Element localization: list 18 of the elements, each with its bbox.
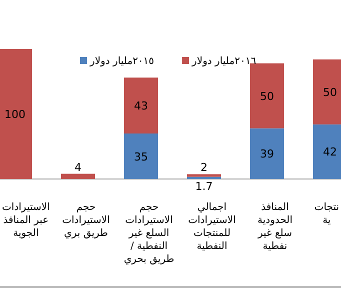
data-label: 2 — [200, 161, 208, 174]
x-tick-label: الاستيرادات عبر المنافذ الجوية — [2, 202, 50, 239]
data-label: 39 — [260, 148, 274, 161]
x-tick-label: اجمالي الاستيرادات للمنتجات النفطية — [188, 202, 236, 252]
data-label: 4 — [74, 160, 82, 174]
data-label: 100 — [4, 108, 26, 121]
data-label: 1.7 — [195, 180, 213, 193]
data-label: 43 — [134, 100, 148, 113]
data-label: 50 — [260, 90, 274, 103]
data-label: 50 — [323, 86, 337, 99]
x-tick-label: حجم الاستيرادات السلع غير النفطية / طريق بحري — [124, 202, 174, 265]
x-tick-label: حجم الاستيرادات طريق بري — [62, 202, 110, 239]
data-label: 35 — [134, 150, 148, 164]
legend-label: ٢٠١٦مليار دولار — [191, 56, 256, 67]
data-label: 42 — [323, 146, 337, 159]
x-tick-label: نتجات ية — [314, 202, 339, 226]
legend-label: ٢٠١٥مليار دولار — [89, 56, 154, 67]
x-tick-label: المنافذ الحدودية سلع غير نفطية — [257, 202, 292, 252]
